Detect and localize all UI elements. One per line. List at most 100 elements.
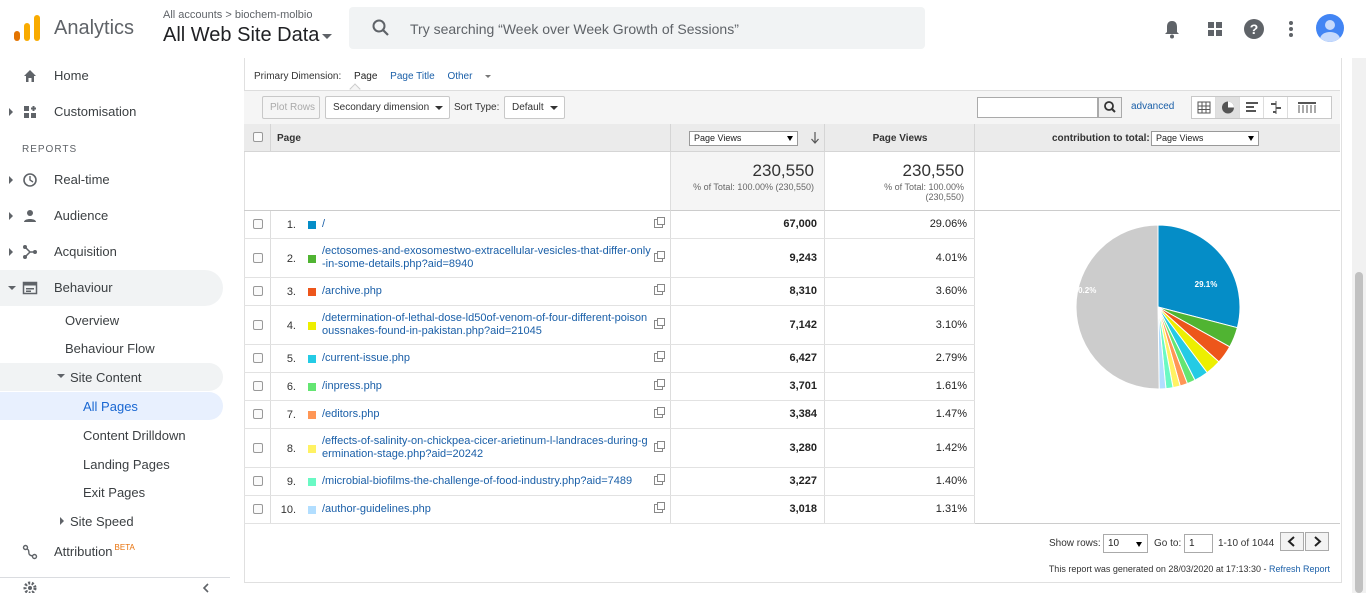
page-link[interactable]: /ectosomes-and-exosomestwo-extracellular…	[322, 245, 651, 270]
sidebar-item-landing-pages[interactable]: Landing Pages	[0, 450, 223, 478]
secondary-dimension-select[interactable]: Secondary dimension	[325, 96, 450, 119]
sidebar-item-customisation[interactable]: Customisation	[0, 94, 223, 130]
page-link[interactable]: /author-guidelines.php	[322, 503, 431, 515]
row-select-cell	[244, 345, 271, 372]
open-external-icon[interactable]	[654, 379, 665, 390]
row-checkbox[interactable]	[253, 320, 263, 330]
dimension-page-title[interactable]: Page Title	[390, 71, 435, 82]
table-view-button[interactable]	[1192, 97, 1216, 118]
table-filter-button[interactable]	[1098, 97, 1122, 118]
sidebar-item-home[interactable]: Home	[0, 58, 223, 94]
sidebar-item-site-content[interactable]: Site Content	[0, 363, 223, 391]
scrollbar-thumb[interactable]	[1355, 272, 1363, 593]
page-link[interactable]: /	[322, 218, 326, 230]
open-external-icon[interactable]	[654, 217, 665, 228]
next-page-button[interactable]	[1305, 532, 1329, 551]
sort-desc-arrow-icon[interactable]	[811, 132, 819, 144]
sidebar-item-behaviour-flow[interactable]: Behaviour Flow	[0, 334, 223, 362]
sidebar-item-attribution[interactable]: Attribution BETA	[0, 534, 223, 570]
row-checkbox[interactable]	[253, 443, 263, 453]
search-bar[interactable]: Try searching “Week over Week Growth of …	[349, 7, 925, 49]
open-external-icon[interactable]	[654, 284, 665, 295]
analytics-logo[interactable]	[14, 15, 40, 41]
bell-icon[interactable]	[1161, 18, 1183, 40]
row-checkbox[interactable]	[253, 476, 263, 486]
select-all-checkbox[interactable]	[253, 132, 263, 142]
open-external-icon[interactable]	[654, 474, 665, 485]
prev-page-button[interactable]	[1280, 532, 1304, 551]
page-cell: 4. /determination-of-lethal-dose-ld50of-v…	[271, 306, 671, 344]
row-checkbox[interactable]	[253, 409, 263, 419]
search-placeholder[interactable]: Try searching “Week over Week Growth of …	[410, 21, 739, 37]
table-filter-input[interactable]	[977, 97, 1098, 118]
plot-rows-button[interactable]: Plot Rows	[262, 96, 320, 119]
sidebar-item-behaviour[interactable]: Behaviour	[0, 270, 223, 306]
contribution-select[interactable]: Page Views	[1151, 131, 1259, 146]
goto-input[interactable]: 1	[1184, 534, 1213, 553]
column-header-page[interactable]: Page	[271, 124, 671, 152]
page-cell: 3. /archive.php	[271, 278, 671, 305]
pie-slice[interactable]	[1157, 224, 1241, 329]
pie-view-button[interactable]	[1216, 97, 1240, 118]
page-cell: 5. /current-issue.php	[271, 345, 671, 372]
page-link[interactable]: /current-issue.php	[322, 352, 411, 364]
open-external-icon[interactable]	[654, 251, 665, 262]
gear-icon[interactable]	[23, 581, 37, 593]
sidebar-item-audience[interactable]: Audience	[0, 198, 223, 234]
page-views-value: 3,280	[789, 442, 817, 454]
caret-down-icon[interactable]	[322, 34, 332, 39]
sidebar-item-acquisition[interactable]: Acquisition	[0, 234, 223, 270]
row-checkbox[interactable]	[253, 504, 263, 514]
pie-slice[interactable]	[1075, 224, 1160, 390]
page-views-value: 3,018	[789, 503, 817, 515]
contribution-cell: 1.61%	[825, 373, 975, 400]
account-breadcrumb[interactable]: All accounts > biochem-molbio	[163, 9, 313, 21]
page-link[interactable]: /microbial-biofilms-the-challenge-of-foo…	[322, 475, 633, 487]
chevron-down-icon	[8, 286, 16, 290]
sidebar-item-realtime[interactable]: Real-time	[0, 162, 223, 198]
page-link[interactable]: /effects-of-salinity-on-chickpea-cicer-a…	[322, 435, 648, 460]
page-link[interactable]: /inpress.php	[322, 380, 382, 392]
dimension-other[interactable]: Other	[447, 71, 501, 82]
apps-grid-icon[interactable]	[1204, 18, 1226, 40]
more-vert-icon[interactable]	[1280, 18, 1302, 40]
refresh-report-link[interactable]: Refresh Report	[1268, 564, 1330, 574]
row-checkbox[interactable]	[253, 286, 263, 296]
page-link[interactable]: /archive.php	[322, 285, 382, 297]
comparison-view-button[interactable]	[1264, 97, 1288, 118]
row-select-cell	[244, 468, 271, 495]
property-selector[interactable]: All Web Site Data	[163, 24, 320, 46]
open-external-icon[interactable]	[654, 351, 665, 362]
open-external-icon[interactable]	[654, 407, 665, 418]
collapse-chevron-left-icon[interactable]	[200, 582, 212, 593]
open-external-icon[interactable]	[654, 441, 665, 452]
sidebar-item-exit-pages[interactable]: Exit Pages	[0, 478, 223, 506]
totals-page-views-cell: 230,550 % of Total: 100.00% (230,550)	[825, 152, 975, 211]
column-header-page-views[interactable]: Page Views	[825, 124, 975, 152]
sidebar-item-overview[interactable]: Overview	[0, 306, 223, 334]
sort-type-select[interactable]: Default	[504, 96, 565, 119]
show-rows-select[interactable]: 10	[1103, 534, 1148, 553]
open-external-icon[interactable]	[654, 318, 665, 329]
help-icon[interactable]: ?	[1243, 18, 1265, 40]
row-checkbox[interactable]	[253, 353, 263, 363]
sidebar-item-all-pages[interactable]: All Pages	[0, 392, 223, 420]
svg-text:?: ?	[1250, 21, 1259, 37]
dimension-page[interactable]: Page	[354, 71, 378, 82]
page-scrollbar[interactable]	[1352, 58, 1366, 593]
row-checkbox[interactable]	[253, 253, 263, 263]
advanced-filter-link[interactable]: advanced	[1131, 101, 1175, 112]
page-cell: 7. /editors.php	[271, 401, 671, 428]
page-link[interactable]: /determination-of-lethal-dose-ld50of-ven…	[322, 312, 648, 337]
performance-view-button[interactable]	[1240, 97, 1264, 118]
sidebar-item-content-drilldown[interactable]: Content Drilldown	[0, 421, 223, 449]
row-checkbox[interactable]	[253, 219, 263, 229]
row-checkbox[interactable]	[253, 381, 263, 391]
metric-select[interactable]: Page Views	[689, 131, 798, 146]
contribution-cell: 4.01%	[825, 239, 975, 277]
account-avatar[interactable]	[1316, 14, 1344, 42]
sidebar-item-site-speed[interactable]: Site Speed	[0, 507, 223, 535]
page-link[interactable]: /editors.php	[322, 408, 380, 420]
open-external-icon[interactable]	[654, 502, 665, 513]
pivot-view-button[interactable]	[1288, 97, 1331, 118]
